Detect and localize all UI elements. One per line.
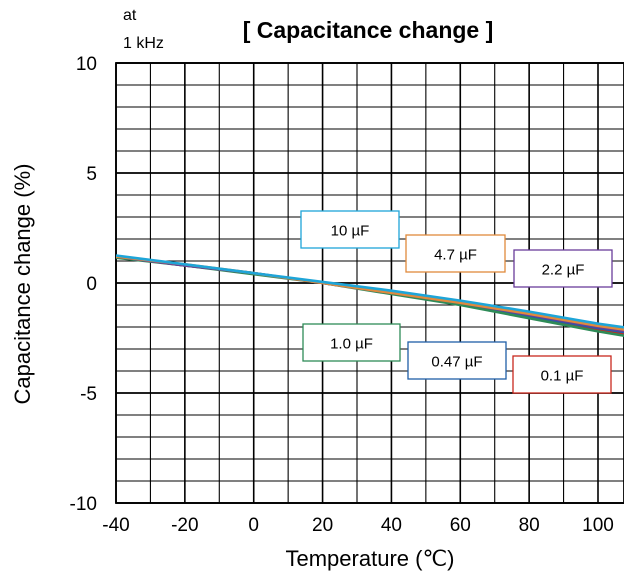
legend-label: 0.1 µF [541, 368, 584, 385]
legend-item-0: 0.1 µF [512, 355, 612, 394]
condition-label-line2: 1 kHz [123, 35, 164, 52]
legend-item-1: 0.47 µF [407, 341, 507, 380]
y-tick-label: -5 [80, 384, 97, 405]
legend-item-2: 1.0 µF [302, 323, 401, 362]
y-tick-label: -10 [70, 494, 97, 515]
legend-label: 1.0 µF [330, 336, 373, 353]
x-tick-label: 20 [312, 515, 333, 536]
legend-label: 0.47 µF [431, 354, 482, 371]
legend-box [302, 323, 401, 362]
plot-frame [115, 62, 624, 504]
x-tick-label: 80 [519, 515, 540, 536]
y-tick-label: 5 [86, 164, 97, 185]
y-tick-label: 0 [86, 274, 97, 295]
chart-title: [ Capacitance change ] [243, 17, 494, 43]
legend-labels: 0.1 µF 0.47 µF 1.0 µF 2.2 µF 4.7 µF 10 µF [300, 210, 613, 394]
x-tick-label: -40 [102, 515, 129, 536]
legend-item-4: 4.7 µF [405, 234, 506, 273]
x-tick-label: 0 [248, 515, 259, 536]
legend-box [407, 341, 507, 380]
tick-labels: -40 -20 0 20 40 60 80 100 10 5 0 -5 -10 [70, 54, 614, 536]
legend-item-3: 2.2 µF [513, 249, 613, 288]
x-tick-label: -20 [171, 515, 198, 536]
legend-label: 2.2 µF [542, 262, 585, 279]
legend-label: 10 µF [331, 223, 370, 240]
legend-box [405, 234, 506, 273]
legend-box [300, 210, 400, 249]
legend-label: 4.7 µF [434, 247, 477, 264]
legend-box [513, 249, 613, 288]
y-tick-label: 10 [76, 54, 97, 75]
series-lines [116, 254, 624, 338]
legend-box [512, 355, 612, 394]
condition-label-line1: at [123, 7, 137, 24]
series-line-5 [116, 254, 624, 329]
x-tick-label: 40 [381, 515, 402, 536]
legend-item-5: 10 µF [300, 210, 400, 249]
x-tick-label: 60 [450, 515, 471, 536]
x-tick-label: 100 [582, 515, 614, 536]
y-axis-label: Capacitance change (%) [10, 164, 35, 405]
x-axis-label: Temperature (℃) [286, 546, 455, 571]
